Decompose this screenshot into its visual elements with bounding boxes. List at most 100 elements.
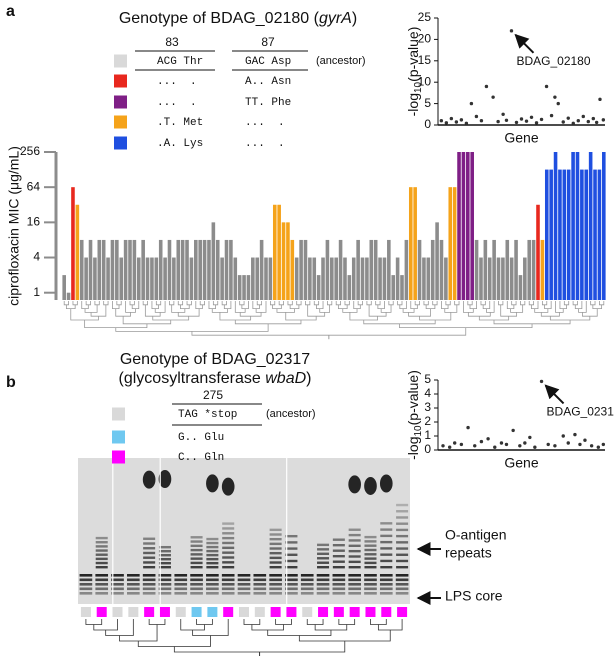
bar [229,239,233,300]
label-part: -log [405,93,421,116]
bar [167,239,172,300]
gel-band [222,541,235,545]
y-axis-label: ciprofloxacin MIC (μg/mL) [6,146,22,306]
gel-band [95,587,109,591]
y-tick-label: 1 [33,285,40,299]
gel-band [206,541,219,545]
bar [71,187,75,300]
gel-band [285,583,298,586]
gel-band [143,537,156,540]
panel-label: a [6,3,15,20]
gel-band [395,583,409,586]
gel-band [142,574,156,577]
y-tick-label: 0 [424,442,431,456]
gel-band [364,578,377,582]
gel-band [364,535,377,539]
codon-cell: .A. Lys [157,138,203,150]
lane-genotype [159,607,170,617]
gel-band [348,566,361,569]
gel-band [158,587,172,591]
codon-position: 83 [165,35,179,49]
gel-band [95,578,109,582]
gel-band [253,583,267,586]
bar [185,239,189,300]
gel-band [380,553,393,556]
gel-background [78,458,410,604]
bar [290,239,295,300]
gel-band [285,541,298,544]
genotype-swatch [112,450,125,464]
point [518,444,522,448]
lane-genotype [270,607,281,617]
bar [66,292,71,300]
gel-band [269,528,282,532]
dendrogram [541,301,548,306]
y-tick-label: 256 [20,144,40,158]
genotype-swatch [114,54,127,68]
gel-band [127,587,140,591]
bar [106,257,110,300]
gel-band [379,583,393,586]
dendrogram [267,630,332,636]
y-tick-label: 2 [424,414,431,428]
gel-band [269,587,282,591]
gel-band [95,549,108,552]
y-tick-label: 15 [418,53,432,67]
bar [347,275,352,300]
subtitle-part: (glycosyltransferase [119,370,266,387]
dendrogram [272,304,282,309]
dendrogram [520,301,526,306]
point [499,441,504,445]
gel-band [222,536,235,540]
gel-band [222,546,235,550]
lane-genotype [349,607,360,617]
gel-band [174,592,188,595]
gel-band [222,561,235,564]
gel-band [348,544,361,548]
gel-band [380,534,393,538]
dendrogram [498,301,504,306]
gel-band [316,583,330,586]
panel-label: b [6,374,16,391]
gel-blob [364,476,377,495]
point [583,438,587,442]
bar [163,257,167,300]
gel-band [317,566,330,569]
point [493,445,497,449]
gel-band [190,566,203,569]
bar [294,257,299,300]
codon-cell: .T. Met [157,117,203,129]
subtitle-part: ) [306,370,311,387]
table-title: Genotype of BDAG_02180 (gyrA) [119,10,357,27]
y-axis-label: -log10(p-value) [405,27,424,117]
gel-band [269,551,282,555]
dendrogram [234,320,302,325]
gel-band [317,561,330,564]
gel-band [300,592,314,595]
point [566,116,570,120]
bar [128,239,132,300]
genotype-swatch [114,74,127,88]
bar [321,257,325,300]
lane-genotype [397,607,408,617]
point [553,444,557,448]
gel-band [158,545,171,549]
gel-band [158,592,172,595]
genotype-swatch [112,430,125,444]
gel-band [380,559,393,563]
lane-tree [85,619,403,656]
point [459,118,464,122]
bar [158,239,163,300]
gel-band [221,587,235,591]
bar [255,257,260,300]
gel-band [206,553,219,557]
bar [514,239,518,300]
point [576,119,580,123]
dendrogram [534,308,549,313]
gel-band [396,510,409,513]
gel-band [364,566,377,569]
bar [343,257,347,300]
gel-band [158,574,172,577]
dendrogram [70,308,99,321]
y-tick-label: 3 [424,400,431,414]
